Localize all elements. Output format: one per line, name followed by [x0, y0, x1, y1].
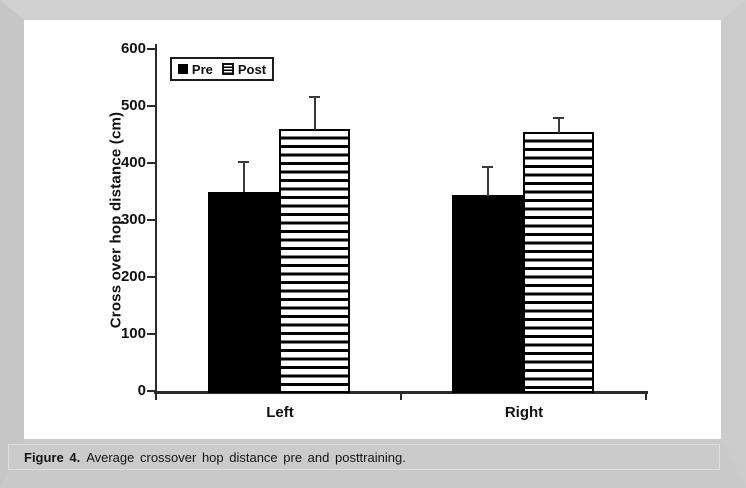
error-cap-post-left [309, 95, 320, 98]
y-tick-300 [147, 219, 155, 221]
x-axis [154, 391, 648, 394]
error-bar-pre-right [486, 166, 489, 197]
y-tick-500 [147, 105, 155, 107]
y-tick-label-0: 0 [137, 382, 146, 399]
figure-caption: Figure 4. Average crossover hop distance… [8, 444, 720, 470]
bar-post-right [523, 132, 594, 393]
x-tick-1 [400, 393, 402, 400]
y-tick-200 [147, 276, 155, 278]
y-tick-label-500: 500 [120, 97, 146, 114]
y-tick-400 [147, 162, 155, 164]
x-category-label-right: Right [504, 404, 544, 421]
x-tick-0 [155, 393, 157, 400]
error-cap-post-right [553, 116, 564, 119]
x-tick-2 [645, 393, 647, 400]
post-swatch-icon [221, 63, 234, 75]
caption-label: Figure 4. [24, 449, 81, 465]
legend-label-pre: Pre [191, 61, 213, 77]
legend: Pre Post [170, 57, 274, 81]
legend-item-pre: Pre [177, 61, 213, 77]
error-bar-post-right [557, 117, 560, 134]
y-tick-label-100: 100 [120, 325, 146, 342]
legend-label-post: Post [237, 61, 267, 77]
y-tick-0 [147, 390, 155, 392]
bar-pre-left [208, 191, 279, 393]
error-cap-pre-left [238, 160, 249, 163]
error-bar-post-left [313, 96, 316, 130]
caption-text: Average crossover hop distance pre and p… [86, 449, 406, 465]
y-axis [155, 44, 157, 393]
legend-item-post: Post [221, 61, 267, 77]
error-cap-pre-right [482, 165, 493, 168]
y-tick-label-300: 300 [120, 211, 146, 228]
bar-post-left [279, 128, 350, 393]
y-tick-label-200: 200 [120, 268, 146, 285]
y-tick-600 [147, 48, 155, 50]
y-tick-label-400: 400 [120, 154, 146, 171]
y-tick-label-600: 600 [120, 40, 146, 57]
error-bar-pre-left [242, 161, 245, 193]
x-category-label-left: Left [266, 404, 294, 421]
y-tick-100 [147, 333, 155, 335]
bar-pre-right [452, 195, 523, 393]
pre-swatch-icon [177, 64, 188, 74]
